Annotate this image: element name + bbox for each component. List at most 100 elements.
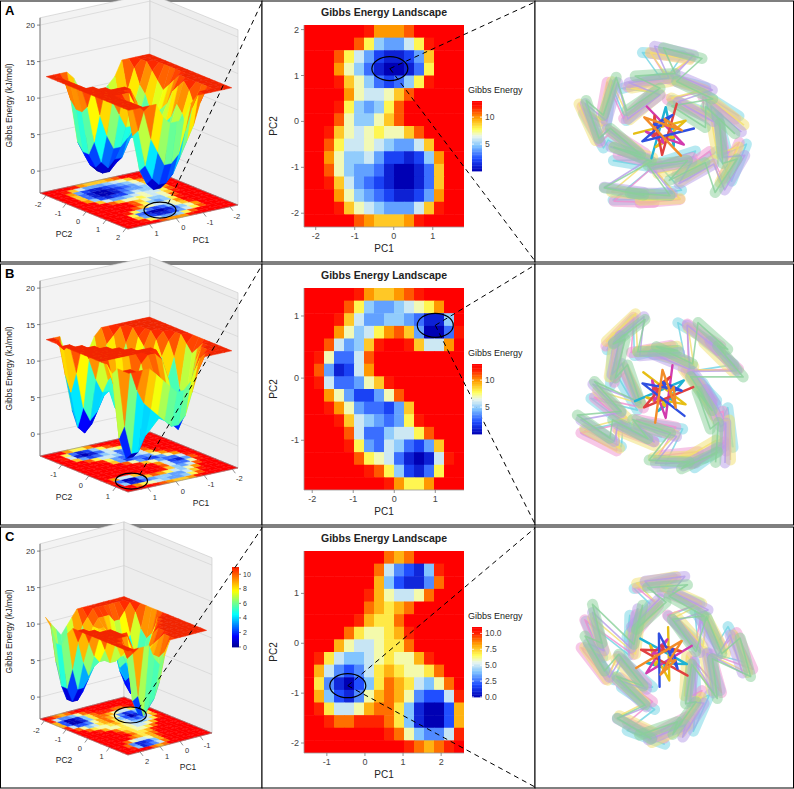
- heat-cell: [404, 339, 415, 352]
- heat-cell: [434, 427, 445, 440]
- z-tick: [37, 61, 40, 62]
- heat-cell: [434, 113, 445, 126]
- heat-cell: [414, 38, 425, 51]
- heat-cell: [324, 414, 335, 427]
- heat-cell: [424, 301, 435, 314]
- heat-cell: [444, 427, 455, 440]
- x-tick: [149, 224, 152, 228]
- heat-cell: [344, 25, 355, 38]
- heat-cell: [424, 477, 435, 490]
- heat-cell: [364, 101, 375, 114]
- heat-cell: [344, 452, 355, 465]
- heat-cell: [324, 113, 335, 126]
- heat-cell: [414, 339, 425, 352]
- heat-cell: [384, 288, 395, 301]
- heat-cell: [344, 177, 355, 190]
- heat-cell: [314, 113, 325, 126]
- heat-cell: [314, 402, 325, 415]
- heat-cell: [414, 63, 425, 76]
- heat-cell: [354, 151, 365, 164]
- y-axis-title: PC2: [56, 492, 73, 502]
- heat-cell: [384, 389, 395, 402]
- x-tick: [232, 469, 235, 473]
- heat-cell: [414, 76, 425, 89]
- y-axis-title: PC2: [56, 229, 73, 239]
- heat-cell: [424, 177, 435, 190]
- heat-cell: [354, 126, 365, 139]
- heat-cell: [314, 126, 325, 139]
- heat-cell: [344, 313, 355, 326]
- panel-frame: [262, 527, 535, 788]
- heat-cell: [354, 440, 365, 453]
- heat-cell: [304, 139, 315, 152]
- heat-cell: [344, 402, 355, 415]
- x-tick-label: -2: [312, 231, 320, 241]
- heat-cell: [404, 313, 415, 326]
- heat-cell: [414, 376, 425, 389]
- heat-cell: [404, 38, 415, 51]
- heat-cell: [344, 477, 355, 490]
- heat-cell: [304, 189, 315, 202]
- z-tick: [37, 397, 40, 398]
- heat-cell: [374, 202, 385, 215]
- heat-cell: [454, 164, 464, 177]
- surface-plot: 05101520Gibbs Energy (kJ/mol)-2-101-2-10…: [4, 0, 240, 245]
- heat-cell: [384, 427, 395, 440]
- heat-cell: [414, 88, 425, 101]
- heat-cell: [434, 465, 445, 478]
- heat-cell: [314, 151, 325, 164]
- y-tick: [83, 212, 86, 216]
- surface: [46, 54, 232, 189]
- heat-cell: [354, 214, 365, 227]
- heat-cell: [324, 101, 335, 114]
- heat-cell: [354, 339, 365, 352]
- heat-cell: [444, 301, 455, 314]
- highlight-ellipse: [115, 473, 147, 489]
- y-tick-label: -1: [55, 209, 62, 218]
- heat-cell: [314, 25, 325, 38]
- heat-cell: [444, 164, 455, 177]
- x-tick: [353, 490, 354, 493]
- heat-cell: [334, 63, 345, 76]
- heat-cell: [374, 414, 385, 427]
- heat-cell: [454, 465, 464, 478]
- heat-cell: [394, 376, 405, 389]
- heat-cell: [344, 189, 355, 202]
- heat-cell: [304, 113, 315, 126]
- panel-frame: [262, 264, 535, 525]
- heat-cell: [454, 427, 464, 440]
- heat-cell: [394, 126, 405, 139]
- x-tick-label: -2: [236, 474, 243, 483]
- panel-frame: [535, 527, 794, 788]
- heat-cell: [444, 63, 455, 76]
- heat-cell: [334, 477, 345, 490]
- heat-cell: [354, 351, 365, 364]
- heat-cell: [404, 351, 415, 364]
- zoom-line: [435, 325, 535, 524]
- heat-cell: [414, 414, 425, 427]
- heat-cell: [334, 101, 345, 114]
- heat-cell: [424, 25, 435, 38]
- heat-cell: [394, 301, 405, 314]
- heat-cell: [384, 113, 395, 126]
- heat-cell: [334, 25, 345, 38]
- y-tick: [301, 378, 304, 379]
- heat-cell: [344, 326, 355, 339]
- heat-cell: [324, 440, 335, 453]
- heat-cell: [334, 164, 345, 177]
- heat-cell: [314, 88, 325, 101]
- y-tick: [301, 29, 304, 30]
- heat-cell: [374, 38, 385, 51]
- protein-structure: [577, 314, 743, 469]
- colorbar-tick-label: 5: [485, 139, 490, 149]
- heat-cell: [314, 313, 325, 326]
- heat-cell: [394, 177, 405, 190]
- heat-cell: [424, 351, 435, 364]
- heat-cell: [304, 38, 315, 51]
- y-tick-label: -1: [50, 470, 57, 479]
- heat-cell: [304, 339, 315, 352]
- heat-cell: [394, 389, 405, 402]
- colorbar-tick-label: 5: [485, 402, 490, 412]
- y-tick: [43, 195, 46, 199]
- heat-cell: [454, 139, 464, 152]
